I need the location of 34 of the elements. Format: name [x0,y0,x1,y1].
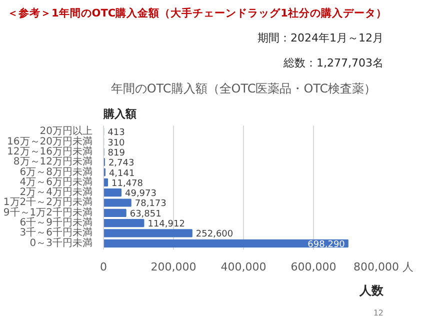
y-tick-label: 6万～8万円未満 [20,166,93,178]
chart-title: ＜参考＞1年間のOTC購入金額（大手チェーンドラッグ1社分の購入データ） [8,6,387,20]
data-label: 698,290 [308,240,346,250]
y-tick-label: 8万～12万円未満 [13,156,93,168]
data-label: 11,478 [112,178,144,189]
data-label: 413 [108,128,125,138]
data-label: 4,141 [108,168,135,179]
data-label: 63,851 [130,209,162,220]
y-tick-label: 1万2千～2万円未満 [3,196,93,208]
data-label: 310 [108,138,126,148]
y-axis-title: 購入額 [102,108,136,120]
y-tick-label: 3千～6千円未満 [20,226,93,239]
y-tick-label: 9千～1万2千円未満 [3,206,93,218]
text: 12 [373,308,384,318]
text: 期間：2024年1月～12月 [258,32,384,44]
x-tick-label: 400,000 [220,260,266,274]
y-tick-label: 20万円以上 [40,125,93,138]
x-axis-title: 人数 [358,284,384,298]
text: 総数：1,277,703名 [282,56,384,70]
x-tick-label: 800,000 人 [354,260,414,274]
x-tick-label: 0 [100,260,107,274]
data-label: 78,173 [134,199,166,210]
data-label: 49,973 [124,189,156,200]
data-label: 819 [108,148,126,158]
x-tick-label: 600,000 [290,260,336,274]
x-tick-label: 200,000 [150,260,196,274]
data-label: 252,600 [196,230,234,240]
data-label: 2,743 [108,158,134,169]
y-tick-label: 0～3千円未満 [30,236,93,249]
y-tick-label: 12万～16万円未満 [7,145,93,158]
data-label: 114,912 [148,220,185,230]
y-tick-label: 16万～20万円未満 [7,135,93,148]
y-tick-label: 4万～6万円未満 [20,176,93,188]
chart-subtitle: 年間のOTC購入額（全OTC医薬品・OTC検査薬） [110,82,376,96]
